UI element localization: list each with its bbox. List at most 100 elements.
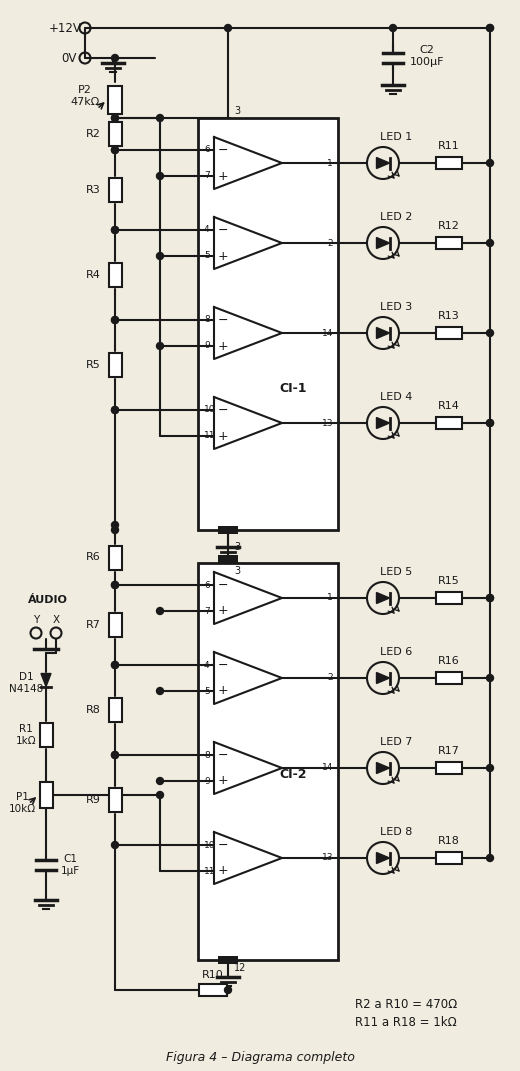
Bar xyxy=(109,122,122,146)
Text: Y: Y xyxy=(33,615,39,625)
Text: 13: 13 xyxy=(321,854,333,862)
Bar xyxy=(109,353,122,377)
Text: LED 4: LED 4 xyxy=(380,392,412,402)
Circle shape xyxy=(487,420,493,426)
Text: 3: 3 xyxy=(234,565,240,576)
Text: R2 a R10 = 470Ω: R2 a R10 = 470Ω xyxy=(355,998,457,1011)
Text: R2: R2 xyxy=(86,129,100,139)
Text: C2
100μF: C2 100μF xyxy=(410,45,444,66)
Circle shape xyxy=(487,25,493,31)
Text: 3: 3 xyxy=(234,106,240,116)
Circle shape xyxy=(111,842,119,848)
Text: LED 1: LED 1 xyxy=(380,132,412,142)
Polygon shape xyxy=(376,592,389,603)
Text: P1
10kΩ: P1 10kΩ xyxy=(8,793,35,814)
Text: 10: 10 xyxy=(204,841,215,849)
Text: 0V: 0V xyxy=(61,51,76,64)
Bar xyxy=(218,956,238,964)
Circle shape xyxy=(157,607,163,615)
Circle shape xyxy=(157,172,163,180)
Text: D1
N4148: D1 N4148 xyxy=(9,673,43,694)
Bar xyxy=(436,761,462,774)
Text: ÁUDIO: ÁUDIO xyxy=(28,595,68,605)
Text: 9: 9 xyxy=(204,776,210,785)
Circle shape xyxy=(111,115,119,121)
Circle shape xyxy=(111,226,119,233)
Text: 1: 1 xyxy=(327,159,333,167)
Text: R3: R3 xyxy=(86,185,100,195)
Circle shape xyxy=(157,253,163,259)
Bar xyxy=(436,853,462,864)
Text: CI-2: CI-2 xyxy=(279,769,307,782)
Text: R12: R12 xyxy=(438,221,460,231)
Circle shape xyxy=(157,115,163,121)
Bar xyxy=(436,327,462,340)
Circle shape xyxy=(157,791,163,799)
Text: +12V: +12V xyxy=(48,21,82,34)
Circle shape xyxy=(487,675,493,681)
Text: +: + xyxy=(218,774,228,787)
Polygon shape xyxy=(376,328,389,338)
Circle shape xyxy=(111,55,119,61)
Text: R7: R7 xyxy=(86,620,100,630)
Text: +: + xyxy=(218,169,228,182)
Text: +: + xyxy=(218,429,228,442)
Circle shape xyxy=(111,407,119,413)
Text: LED 5: LED 5 xyxy=(380,567,412,577)
Text: 5: 5 xyxy=(204,687,210,695)
Text: R5: R5 xyxy=(86,360,100,369)
Bar xyxy=(40,723,53,746)
Text: −: − xyxy=(218,144,228,156)
Text: 10: 10 xyxy=(204,406,215,414)
Bar xyxy=(109,698,122,722)
Text: 1: 1 xyxy=(327,593,333,603)
Circle shape xyxy=(111,527,119,533)
Text: 8: 8 xyxy=(204,751,210,759)
Text: 5: 5 xyxy=(204,252,210,260)
Text: R15: R15 xyxy=(438,576,460,586)
Polygon shape xyxy=(376,763,389,773)
Text: X: X xyxy=(53,615,60,625)
Circle shape xyxy=(157,343,163,349)
Bar xyxy=(108,86,122,114)
Bar xyxy=(436,157,462,169)
Circle shape xyxy=(111,226,119,233)
Circle shape xyxy=(111,752,119,758)
Bar xyxy=(109,788,122,812)
Text: 7: 7 xyxy=(204,171,210,181)
Bar xyxy=(109,613,122,637)
Bar xyxy=(198,118,338,530)
Circle shape xyxy=(487,594,493,602)
Text: 11: 11 xyxy=(204,866,215,875)
Circle shape xyxy=(111,317,119,323)
Text: LED 2: LED 2 xyxy=(380,212,412,222)
Circle shape xyxy=(111,147,119,153)
Text: LED 7: LED 7 xyxy=(380,737,412,746)
Text: 8: 8 xyxy=(204,316,210,325)
Text: −: − xyxy=(218,224,228,237)
Text: LED 6: LED 6 xyxy=(380,647,412,657)
Text: R14: R14 xyxy=(438,401,460,411)
Circle shape xyxy=(487,330,493,336)
Text: Figura 4 – Diagrama completo: Figura 4 – Diagrama completo xyxy=(165,1052,355,1065)
Text: R18: R18 xyxy=(438,836,460,846)
Bar xyxy=(436,592,462,604)
Bar xyxy=(198,563,338,960)
Circle shape xyxy=(157,778,163,784)
Text: 4: 4 xyxy=(204,661,210,669)
Bar xyxy=(109,178,122,202)
Bar xyxy=(218,526,238,534)
Text: R11 a R18 = 1kΩ: R11 a R18 = 1kΩ xyxy=(355,1015,457,1028)
Circle shape xyxy=(225,25,231,31)
Text: +: + xyxy=(218,864,228,877)
Text: R1
1kΩ: R1 1kΩ xyxy=(16,724,36,745)
Text: −: − xyxy=(218,839,228,851)
Text: LED 3: LED 3 xyxy=(380,302,412,312)
Circle shape xyxy=(111,582,119,588)
Text: R6: R6 xyxy=(86,553,100,562)
Polygon shape xyxy=(376,238,389,248)
Text: 6: 6 xyxy=(204,580,210,589)
Text: R10: R10 xyxy=(202,970,224,980)
Text: 3: 3 xyxy=(234,542,240,552)
Text: R9: R9 xyxy=(86,795,100,805)
